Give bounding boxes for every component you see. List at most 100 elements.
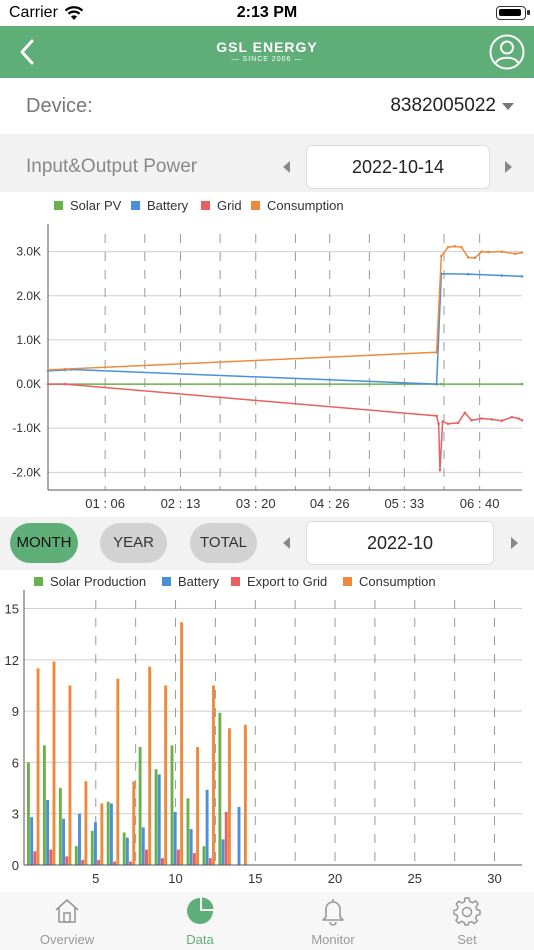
bar-consumption	[228, 728, 231, 865]
bar-export-to-grid	[65, 856, 69, 865]
data-point	[63, 382, 67, 386]
data-point	[460, 245, 463, 249]
bar-battery	[237, 806, 241, 865]
x-tick-label: 01 : 06	[85, 496, 125, 511]
legend-label: Consumption	[359, 574, 436, 589]
data-point	[490, 418, 494, 421]
bar-export-to-grid	[81, 859, 85, 865]
carrier-label: Carrier	[9, 4, 58, 21]
pie-chart-icon	[187, 897, 214, 924]
data-point	[438, 468, 442, 472]
bar-consumption	[148, 666, 152, 865]
month-button[interactable]: MONTH	[10, 523, 78, 563]
data-point	[466, 272, 470, 276]
bar-export-to-grid	[113, 861, 117, 865]
data-point	[517, 417, 520, 420]
data-point	[440, 382, 443, 386]
y-tick-label: -1.0K	[12, 421, 41, 435]
bar-consumption	[132, 781, 136, 865]
data-point	[520, 382, 524, 386]
x-tick-label: 02 : 13	[161, 496, 201, 511]
nav-bar: GSL ENERGY — SINCE 2006 —	[0, 26, 534, 78]
logo-text: GSL ENERGY	[216, 39, 318, 55]
back-icon[interactable]	[16, 38, 40, 66]
legend-swatch	[343, 577, 352, 586]
status-bar: Carrier 2:13 PM	[0, 0, 534, 26]
data-point	[435, 414, 438, 418]
section-title: Input&Output Power	[26, 156, 198, 177]
bar-export-to-grid	[129, 861, 132, 865]
y-tick-label: 2.0K	[16, 289, 41, 303]
bar-consumption	[180, 622, 184, 865]
bar-battery	[141, 827, 145, 865]
dropdown-caret-icon[interactable]	[502, 103, 514, 110]
total-button[interactable]: TOTAL	[190, 523, 257, 563]
tab-set-label: Set	[457, 932, 477, 947]
prev-day-icon[interactable]	[283, 161, 290, 173]
data-point	[437, 422, 440, 426]
x-tick-label: 06 : 40	[460, 496, 500, 511]
x-tick-label: 30	[487, 871, 501, 886]
month-date-picker[interactable]: 2022-10	[306, 521, 494, 565]
battery-icon	[496, 6, 530, 20]
legend-label: Battery	[147, 198, 189, 213]
prev-month-icon[interactable]	[283, 537, 290, 549]
gear-icon	[453, 897, 481, 926]
device-value[interactable]: 8382005022	[390, 95, 496, 116]
power-date-row: Input&Output Power 2022-10-14	[0, 142, 534, 192]
tab-data-label: Data	[186, 932, 214, 947]
data-point	[435, 350, 438, 354]
next-month-icon[interactable]	[511, 537, 518, 549]
next-day-icon[interactable]	[505, 161, 512, 173]
data-point	[441, 420, 444, 423]
device-selector[interactable]: Device: 8382005022	[0, 78, 534, 134]
user-profile-icon[interactable]	[489, 34, 525, 70]
legend-label: Solar Production	[50, 574, 146, 589]
tab-data[interactable]: Data	[150, 896, 250, 947]
bar-consumption	[116, 678, 120, 865]
data-point	[453, 245, 457, 248]
data-point	[480, 417, 483, 420]
year-button[interactable]: YEAR	[100, 523, 167, 563]
bar-solar-production	[218, 712, 222, 865]
bar-battery	[30, 817, 34, 865]
data-point	[446, 245, 450, 249]
bar-solar-production	[74, 846, 78, 865]
device-label: Device:	[26, 95, 93, 117]
x-tick-label: 05 : 33	[384, 496, 424, 511]
legend-label: Grid	[217, 198, 242, 213]
tab-set[interactable]: Set	[417, 896, 517, 947]
bar-solar-production	[58, 788, 62, 865]
bar-consumption	[243, 724, 247, 865]
y-tick-label: 9	[12, 704, 19, 719]
bar-battery	[205, 789, 209, 865]
data-point	[513, 252, 517, 256]
data-point	[520, 251, 524, 254]
tab-monitor[interactable]: Monitor	[283, 896, 383, 947]
data-point	[487, 250, 490, 254]
bar-solar-production	[154, 769, 158, 865]
range-selector: MONTH YEAR TOTAL 2022-10	[0, 517, 534, 570]
bar-export-to-grid	[208, 858, 212, 865]
bar-export-to-grid	[192, 853, 196, 865]
legend-label: Solar PV	[70, 198, 122, 213]
bar-consumption	[52, 661, 56, 865]
data-point	[466, 256, 470, 259]
bar-consumption	[68, 685, 72, 865]
y-tick-label: 0.0K	[16, 377, 41, 391]
tab-bar: Overview Data Monitor Set	[0, 892, 534, 950]
legend-swatch	[201, 201, 210, 210]
x-tick-label: 10	[168, 871, 182, 886]
legend-label: Battery	[178, 574, 220, 589]
y-tick-label: 12	[5, 653, 19, 668]
bar-battery	[62, 818, 65, 865]
data-point	[473, 256, 477, 260]
wifi-icon	[64, 6, 84, 20]
day-date-picker[interactable]: 2022-10-14	[306, 145, 490, 189]
bar-solar-production	[186, 798, 190, 865]
bar-export-to-grid	[97, 859, 101, 865]
tab-overview[interactable]: Overview	[17, 896, 117, 947]
legend-swatch	[162, 577, 171, 586]
bar-consumption	[212, 685, 215, 865]
logo-subtext: — SINCE 2006 —	[231, 56, 303, 63]
